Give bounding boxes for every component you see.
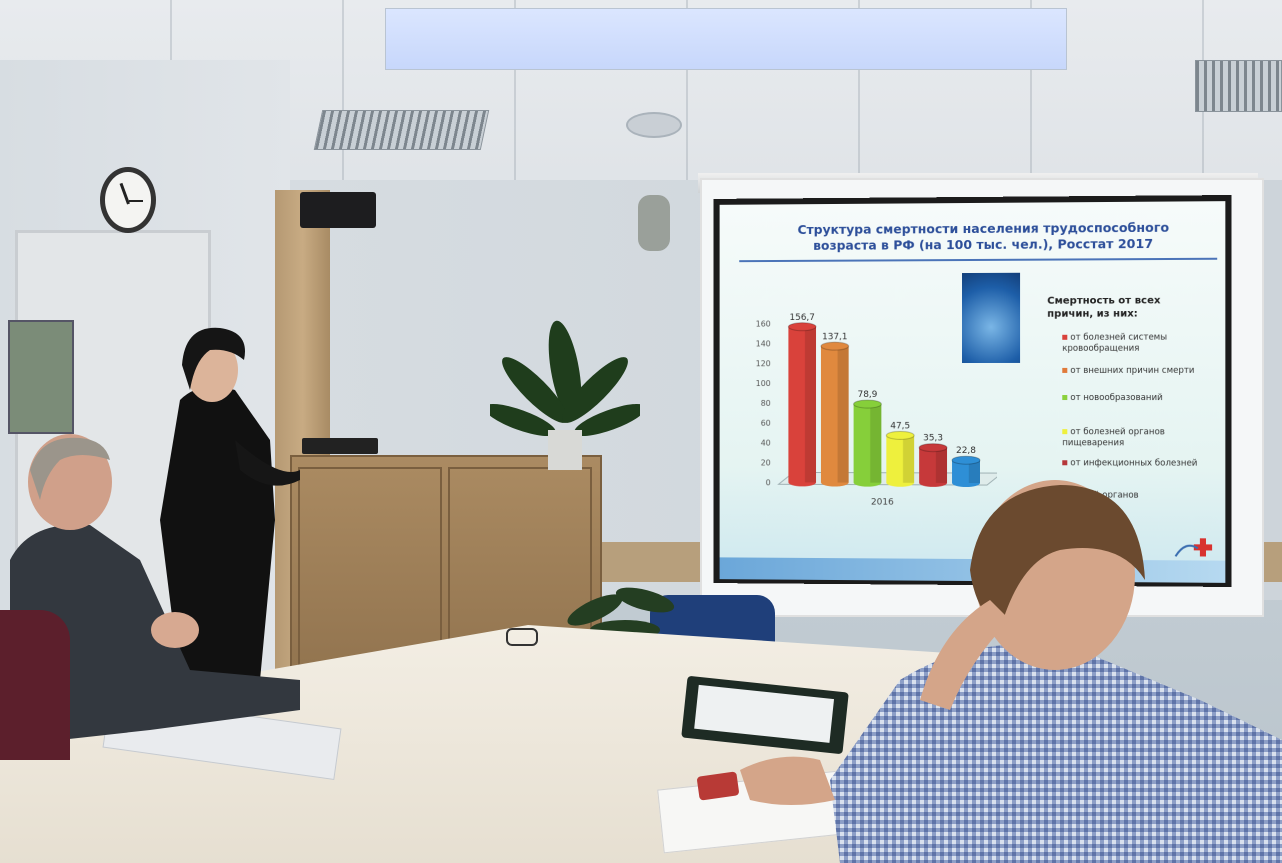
bar: [886, 431, 914, 486]
glasses-icon: [506, 628, 538, 646]
ceiling-vent: [314, 110, 490, 150]
bar-value-label: 156,7: [790, 313, 815, 323]
bar: [821, 342, 849, 486]
ceiling-skylight: [385, 8, 1067, 70]
y-tick-label: 140: [756, 339, 771, 348]
legend-item: от болезней системы кровообращения: [1062, 332, 1214, 354]
legend-title-line-2: причин, из них:: [1047, 307, 1209, 321]
legend-swatch-icon: [1062, 368, 1067, 373]
slide-title: Структура смертности населения трудоспос…: [774, 220, 1194, 255]
bar-top: [788, 323, 816, 331]
legend-item: от внешних причин смерти: [1062, 366, 1214, 377]
seated-person-edge: [0, 610, 70, 760]
bar-top: [821, 342, 849, 350]
y-tick-label: 40: [761, 439, 771, 448]
bar-value-label: 47,5: [890, 421, 910, 431]
y-tick-label: 20: [761, 458, 771, 467]
legend-title-line-1: Смертность от всех: [1047, 294, 1209, 308]
bar-top: [886, 431, 914, 439]
legend-swatch-icon: [1062, 460, 1067, 465]
legend-label: от инфекционных болезней: [1070, 458, 1197, 468]
legend: от болезней системы кровообращения от вне…: [720, 201, 1226, 205]
notice-board: [8, 320, 74, 434]
legend-swatch-icon: [1062, 335, 1067, 340]
seated-man-right: [720, 480, 1282, 863]
bar: [788, 323, 816, 487]
ceiling-vent-right: [1195, 60, 1282, 112]
bar-top: [919, 444, 947, 452]
bar-shade: [936, 448, 947, 483]
bar-top: [854, 400, 882, 408]
bar-shade: [805, 327, 816, 483]
legend-label: от внешних причин смерти: [1070, 366, 1194, 376]
title-underline: [739, 258, 1217, 262]
ceiling-light: [626, 112, 682, 138]
y-tick-label: 100: [756, 379, 771, 388]
y-tick-label: 160: [756, 320, 771, 329]
slide-title-line-2: возраста в РФ (на 100 тыс. чел.), Росста…: [774, 236, 1194, 254]
bar-shade: [838, 346, 849, 482]
legend-swatch-icon: [1062, 395, 1067, 400]
legend-item: от болезней органов пищеварения: [1062, 427, 1214, 449]
bar-shade: [903, 435, 914, 482]
y-tick-label: 80: [761, 399, 771, 408]
legend-item: от новообразований: [1062, 393, 1214, 404]
bar-value-label: 22,8: [956, 446, 976, 456]
bar-shade: [870, 404, 881, 483]
bar-value-label: 137,1: [822, 332, 847, 342]
speaker-icon: [300, 192, 376, 228]
bar: [854, 400, 882, 487]
legend-label: от болезней системы кровообращения: [1062, 333, 1167, 354]
wall-clock-icon: [100, 167, 156, 233]
bar-top: [952, 456, 980, 464]
y-tick-label: 60: [761, 419, 771, 428]
bar-value-label: 78,9: [858, 390, 878, 400]
bar-value-label: 35,3: [923, 434, 943, 444]
legend-item: от инфекционных болезней: [1062, 458, 1214, 469]
potted-plant: [490, 310, 640, 470]
y-tick-label: 120: [756, 359, 771, 368]
wall-speaker-icon: [638, 195, 670, 251]
legend-swatch-icon: [1062, 429, 1067, 434]
legend-title: Смертность от всех причин, из них:: [1047, 294, 1209, 321]
legend-label: от болезней органов пищеварения: [1062, 427, 1165, 448]
legend-label: от новообразований: [1070, 393, 1162, 403]
